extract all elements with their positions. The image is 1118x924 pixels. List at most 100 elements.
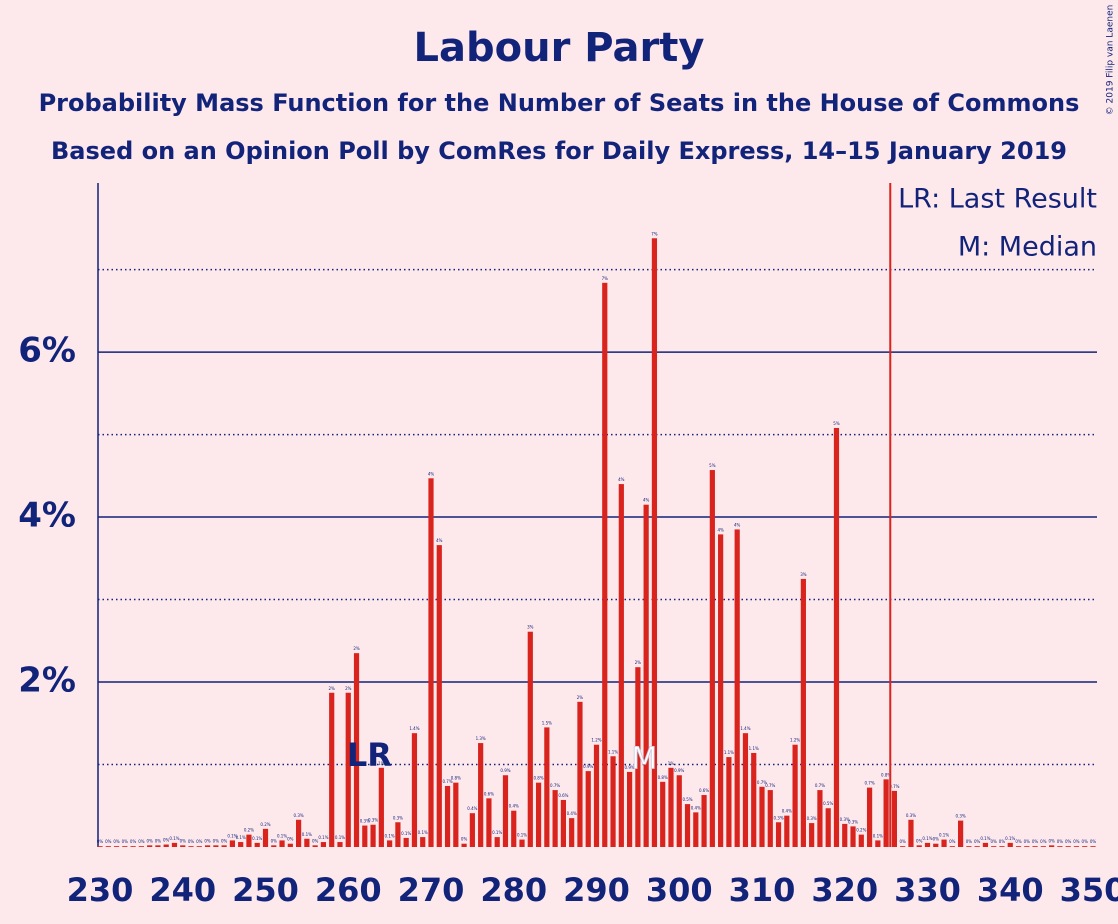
x-tick-label: 290 bbox=[563, 871, 630, 909]
x-tick-label: 310 bbox=[729, 871, 796, 909]
bar bbox=[486, 798, 492, 847]
bar bbox=[353, 653, 360, 847]
data-label: 4% bbox=[643, 498, 650, 503]
data-label: 0% bbox=[113, 839, 120, 844]
data-label: 0% bbox=[899, 839, 906, 844]
data-label: 0.1% bbox=[302, 832, 312, 837]
median-label: M bbox=[631, 742, 657, 777]
data-label: 0.1% bbox=[980, 836, 990, 841]
data-label: 0% bbox=[461, 837, 468, 842]
bar bbox=[362, 825, 368, 847]
legend-entry: M: Median bbox=[958, 232, 1097, 263]
bar bbox=[627, 771, 633, 847]
bar bbox=[411, 733, 418, 847]
bar bbox=[403, 837, 409, 847]
bar bbox=[395, 822, 401, 847]
data-label: 3% bbox=[800, 572, 807, 577]
data-label: 0.4% bbox=[509, 804, 519, 809]
x-tick-label: 300 bbox=[646, 871, 713, 909]
chart-title: Labour Party bbox=[414, 25, 705, 71]
bar bbox=[651, 238, 658, 848]
bar bbox=[345, 692, 351, 847]
data-label: 0% bbox=[1015, 839, 1022, 844]
bar bbox=[155, 845, 161, 847]
data-label: 0% bbox=[1024, 839, 1031, 844]
data-label: 0.2% bbox=[244, 828, 254, 833]
chart-subtitle: Probability Mass Function for the Number… bbox=[39, 89, 1080, 117]
data-label: 0.3% bbox=[773, 815, 783, 820]
data-label: 0% bbox=[991, 839, 998, 844]
data-label: 0.3% bbox=[956, 814, 966, 819]
data-label: 0.1% bbox=[939, 833, 949, 838]
data-label: 0.5% bbox=[823, 801, 833, 806]
copyright: © 2019 Filip van Laenen bbox=[1106, 5, 1116, 116]
bar bbox=[304, 838, 310, 847]
data-label: 0% bbox=[188, 839, 195, 844]
bar bbox=[759, 786, 765, 847]
bar bbox=[229, 840, 235, 847]
bar bbox=[478, 743, 484, 847]
bar bbox=[866, 787, 873, 847]
y-tick-label: 4% bbox=[18, 496, 76, 536]
bar bbox=[1032, 846, 1038, 847]
data-label: 0% bbox=[966, 839, 973, 844]
data-label: 2% bbox=[635, 660, 642, 665]
bar bbox=[552, 790, 558, 847]
bar bbox=[958, 820, 964, 847]
data-label: 0.4% bbox=[691, 805, 701, 810]
bar bbox=[196, 846, 202, 847]
data-label: 0.7% bbox=[765, 783, 775, 788]
data-label: 0.6% bbox=[484, 791, 494, 796]
bar bbox=[171, 842, 178, 847]
bar bbox=[1073, 846, 1080, 847]
data-label: 0.2% bbox=[856, 828, 866, 833]
bar bbox=[842, 823, 848, 847]
bar bbox=[320, 842, 327, 847]
bar bbox=[1015, 846, 1022, 847]
bar bbox=[387, 840, 393, 847]
data-label: 2% bbox=[353, 646, 360, 651]
bar bbox=[238, 842, 244, 847]
data-label: 0.3% bbox=[368, 818, 378, 823]
bar bbox=[991, 846, 997, 847]
data-label: 4% bbox=[717, 527, 724, 532]
data-label: 0% bbox=[196, 839, 203, 844]
data-label: 0.6% bbox=[699, 788, 709, 793]
data-label: 0.9% bbox=[674, 768, 684, 773]
data-label: 0.6% bbox=[558, 793, 568, 798]
data-label: 1.4% bbox=[409, 726, 419, 731]
bar bbox=[817, 790, 823, 847]
bar bbox=[130, 846, 136, 847]
data-label: 0.3% bbox=[906, 813, 916, 818]
data-label: 0% bbox=[163, 838, 170, 843]
data-label: 0% bbox=[933, 837, 940, 842]
data-label: 0.1% bbox=[1005, 836, 1015, 841]
bar bbox=[461, 843, 467, 847]
data-label: 2% bbox=[329, 686, 336, 691]
data-label: 0.4% bbox=[782, 809, 792, 814]
bar bbox=[519, 839, 525, 847]
data-label: 0.1% bbox=[517, 833, 527, 838]
data-label: 0% bbox=[1040, 839, 1047, 844]
data-label: 1.4% bbox=[740, 726, 750, 731]
bar bbox=[337, 842, 343, 847]
data-label: 0.7% bbox=[815, 783, 825, 788]
bar bbox=[221, 845, 227, 847]
data-label: 0.1% bbox=[401, 831, 411, 836]
data-label: 2% bbox=[577, 695, 584, 700]
bar bbox=[933, 843, 939, 847]
data-label: 0% bbox=[1065, 839, 1072, 844]
bar bbox=[370, 824, 376, 847]
data-label: 0.5% bbox=[682, 797, 692, 802]
bar bbox=[511, 810, 517, 847]
bar bbox=[883, 779, 889, 847]
bar bbox=[966, 846, 972, 847]
data-label: 1.1% bbox=[608, 749, 618, 754]
bar bbox=[527, 631, 533, 847]
bar bbox=[585, 771, 591, 847]
bar bbox=[701, 795, 707, 847]
bar bbox=[271, 845, 277, 847]
bar bbox=[329, 692, 335, 847]
bar bbox=[502, 775, 509, 847]
